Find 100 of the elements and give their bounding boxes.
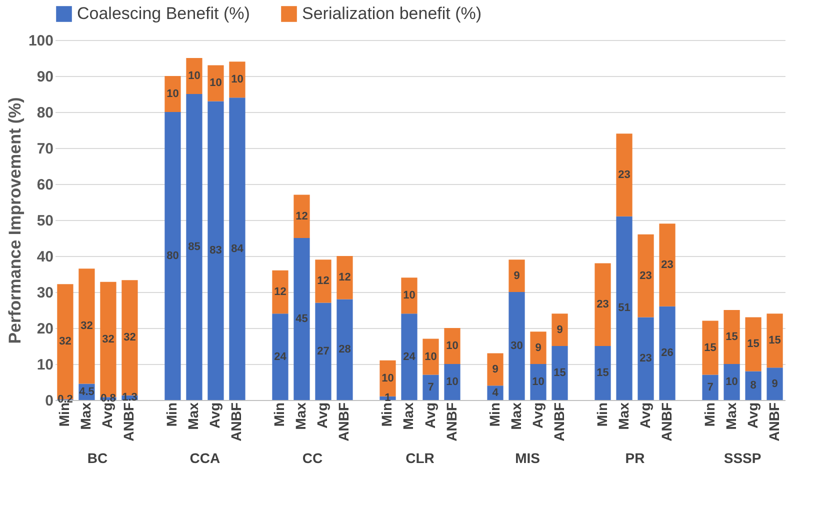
data-label: 15 [747,338,760,350]
data-label: 4 [492,386,500,399]
x-tick-label: Min [486,402,502,427]
y-tick-label: 80 [36,104,54,122]
data-label: 26 [661,347,674,360]
data-label: 10 [188,70,200,82]
data-label: 4.5 [79,386,94,398]
text: BC [87,450,108,466]
data-label: 32 [59,336,72,348]
data-label: 9 [772,378,778,390]
data-label: 9 [492,363,498,376]
data-label: 84 [231,242,244,255]
data-label: 15 [768,334,781,347]
data-label: 7 [707,381,714,394]
x-tick-label: Avg [529,402,546,428]
data-label: 10 [210,77,222,90]
x-tick-label: ANBF [336,402,352,442]
data-label: 10 [403,290,416,302]
data-label: 10 [231,74,244,86]
x-tick-label: Max [722,402,739,430]
data-label: 12 [338,272,351,284]
data-label: 15 [726,331,738,343]
y-axis-title: Performance Improvement (%) [5,97,24,344]
x-tick-label: Max [78,402,94,430]
text: PR [625,450,645,466]
data-label: 23 [640,270,652,282]
x-tick-label: ANBF [658,402,674,442]
x-tick-label: Avg [422,402,438,428]
data-label: 15 [596,367,609,379]
y-tick-label: 10 [36,356,54,374]
x-tick-label: Min [378,402,395,427]
text: CCA [190,450,220,466]
data-label: 23 [618,169,630,181]
y-tick-label: 0 [45,392,54,410]
y-tick-label: 30 [36,284,54,302]
data-label: 45 [296,313,308,325]
data-label: 24 [274,350,288,363]
y-tick-label: 40 [36,248,54,266]
x-tick-label: Min [701,402,718,427]
y-tick-label: 60 [36,176,54,194]
data-label: 32 [124,332,136,344]
data-label: 9 [514,270,520,282]
data-label: 12 [296,210,308,222]
data-label: 30 [510,340,523,352]
data-label: 10 [166,88,179,100]
data-label: 15 [554,367,566,379]
legend-label: Serialization benefit (%) [302,4,482,23]
data-label: 12 [317,275,330,288]
x-tick-label: Min [164,402,180,427]
data-label: 9 [535,342,542,354]
legend-label: Coalescing Benefit (%) [77,4,250,23]
x-tick-label: Min [271,402,288,427]
x-tick-label: ANBF [120,402,137,442]
x-tick-label: Max [508,402,524,430]
data-label: 9 [556,324,563,336]
data-label: 27 [317,345,330,358]
data-label: 23 [661,259,674,271]
data-label: 15 [704,342,716,354]
x-tick-label: Max [185,402,202,430]
data-label: 80 [166,250,179,262]
data-label: 51 [618,302,630,314]
x-tick-label: ANBF [766,402,782,442]
data-label: 10 [424,350,437,363]
x-tick-label: ANBF [550,402,567,442]
data-label: 10 [382,372,394,384]
y-tick-label: 90 [36,68,54,86]
data-label: 32 [80,320,93,332]
data-label: 7 [428,381,434,394]
data-label: 12 [274,286,286,298]
data-label: 24 [403,350,416,363]
y-tick-label: 50 [36,212,54,230]
data-label: 10 [532,376,544,388]
data-label: 10 [446,376,458,388]
data-label: 8 [750,380,756,392]
x-tick-label: Avg [314,402,330,428]
data-label: 10 [446,340,458,352]
x-tick-label: Min [594,402,610,427]
x-tick-label: ANBF [443,402,460,442]
data-label: 23 [596,298,609,311]
y-tick-label: 100 [28,32,54,50]
x-tick-label: Max [615,402,632,430]
x-tick-label: Max [292,402,309,430]
data-label: 28 [338,344,351,356]
text: CC [302,450,323,466]
x-tick-label: Avg [744,402,760,428]
text: CLR [406,450,434,466]
text: MIS [515,450,540,466]
y-tick-label: 70 [36,140,54,158]
data-label: 85 [188,241,200,253]
x-tick-label: Avg [206,402,223,428]
data-label: 83 [210,244,222,257]
x-tick-label: Avg [99,402,116,428]
x-tick-label: Max [400,402,416,430]
x-tick-label: ANBF [228,402,244,442]
data-label: 23 [640,352,652,365]
y-tick-label: 20 [36,320,54,338]
text: SSSP [724,450,762,466]
x-tick-label: Avg [636,402,653,428]
data-label: 32 [102,334,114,346]
data-label: 10 [726,376,738,388]
